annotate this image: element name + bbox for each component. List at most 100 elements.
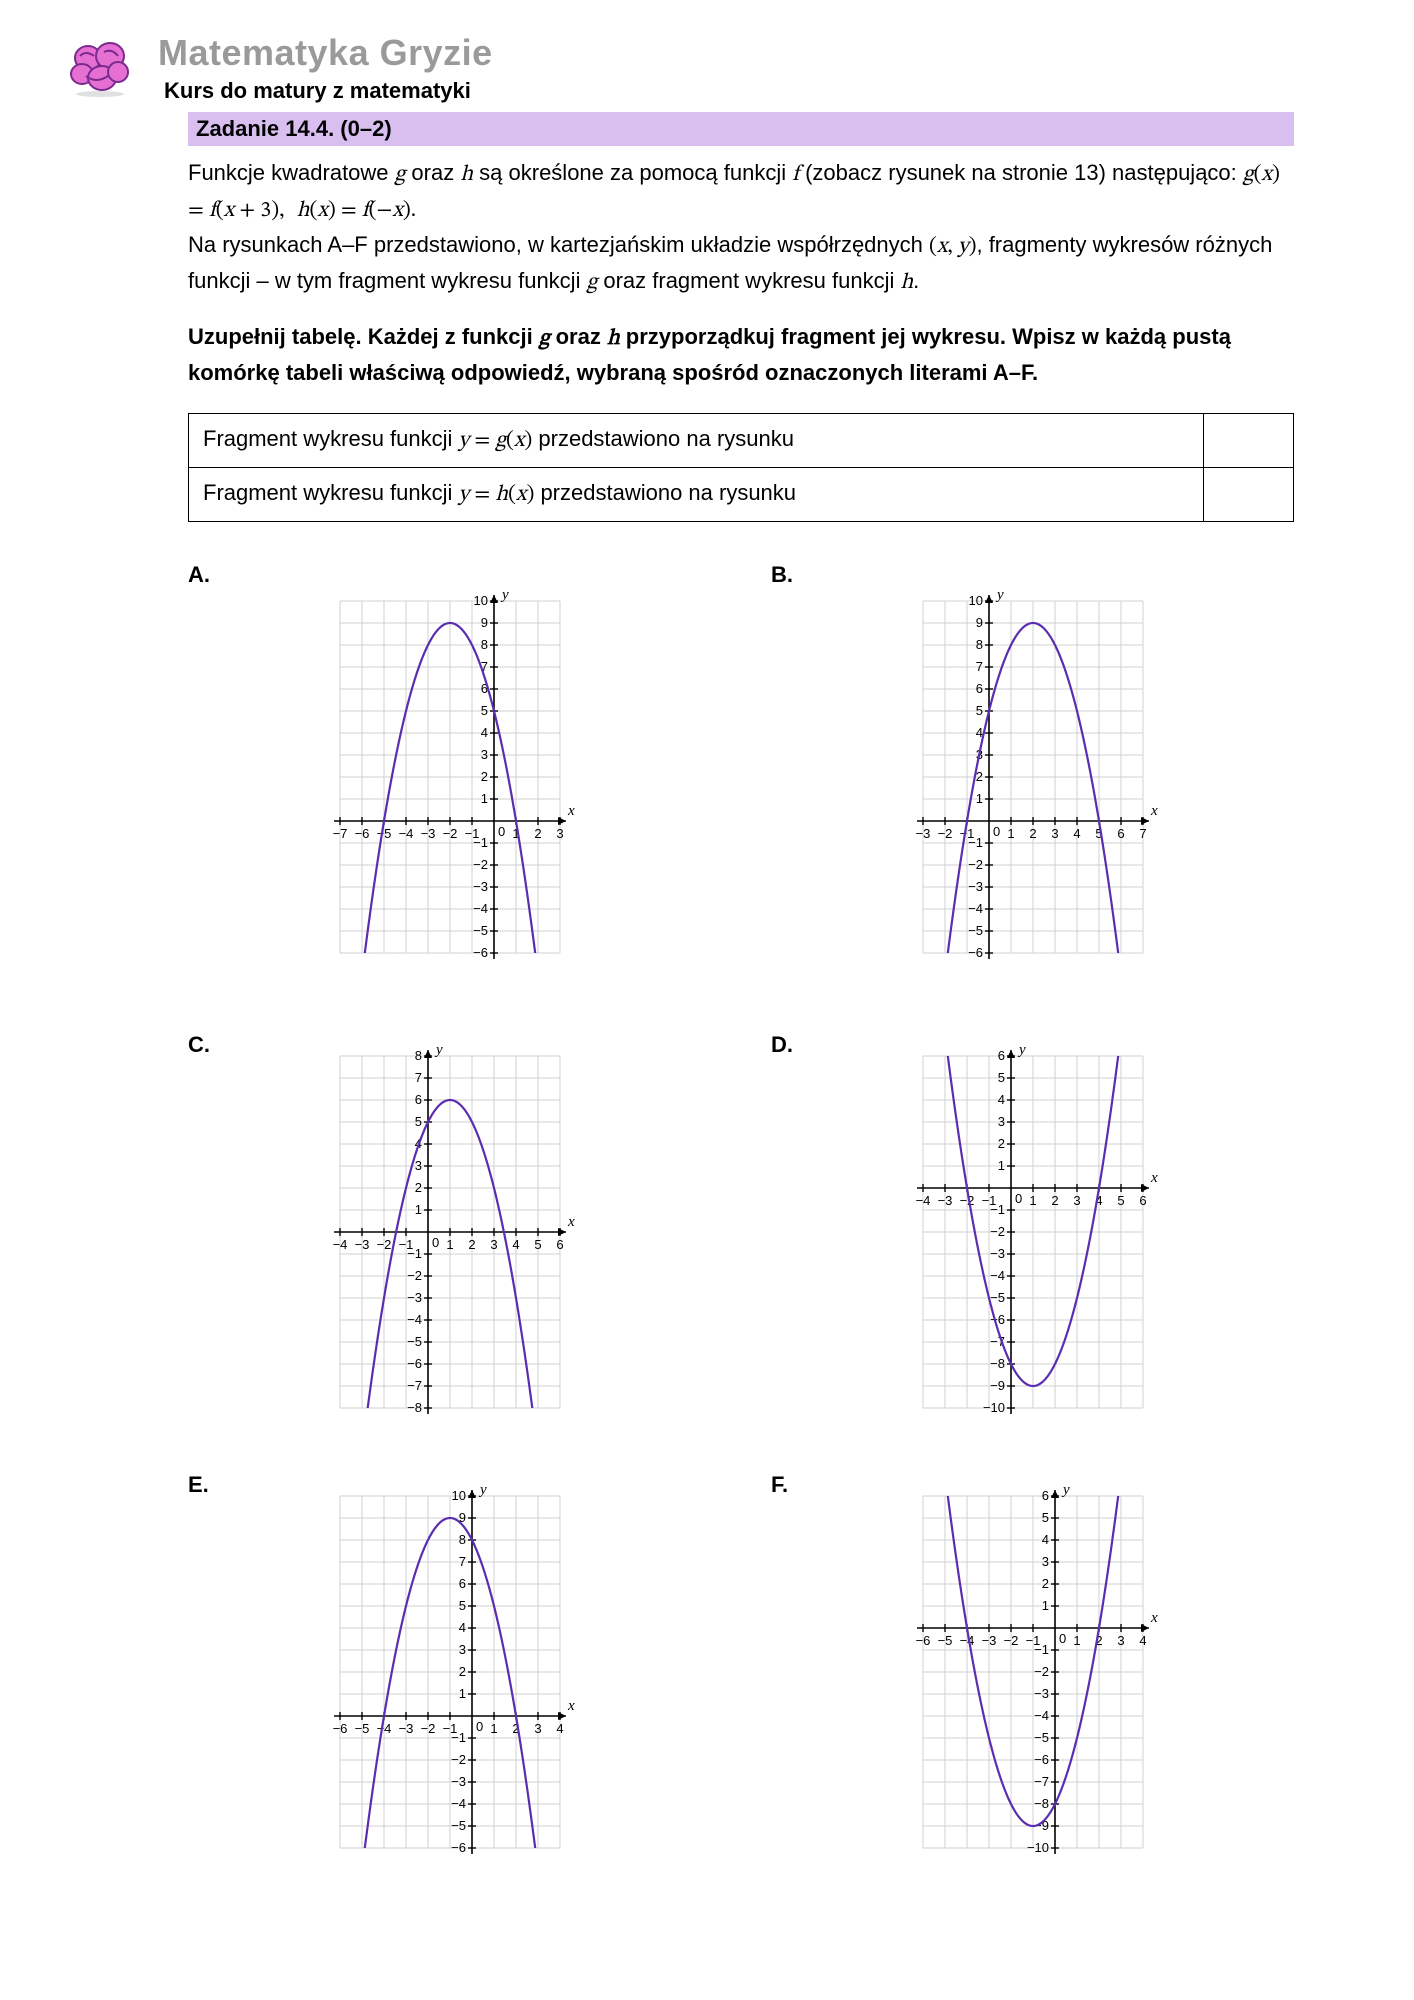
chart-label-C: C.	[188, 1032, 210, 1058]
svg-text:8: 8	[414, 1048, 421, 1063]
svg-text:7: 7	[414, 1070, 421, 1085]
row-1-answer[interactable]	[1204, 414, 1294, 468]
svg-text:5: 5	[997, 1070, 1004, 1085]
svg-text:−7: −7	[1034, 1774, 1049, 1789]
svg-text:−6: −6	[407, 1356, 422, 1371]
brain-icon	[60, 30, 140, 100]
svg-text:−2: −2	[959, 1193, 974, 1208]
svg-text:−4: −4	[332, 1237, 347, 1252]
svg-text:y: y	[478, 1482, 487, 1498]
svg-text:−5: −5	[1034, 1730, 1049, 1745]
svg-text:−3: −3	[354, 1237, 369, 1252]
page: Matematyka Gryzie Kurs do matury z matem…	[0, 0, 1414, 1932]
svg-text:−7: −7	[332, 826, 347, 841]
svg-text:y: y	[1061, 1482, 1070, 1498]
table-row: Fragment wykresu funkcji y = h(x) przeds…	[189, 468, 1294, 522]
svg-text:3: 3	[480, 747, 487, 762]
svg-text:−2: −2	[968, 857, 983, 872]
svg-text:−7: −7	[407, 1378, 422, 1393]
svg-text:−4: −4	[376, 1721, 391, 1736]
svg-text:2: 2	[468, 1237, 475, 1252]
chart-svg: yx0−6−5−4−3−2−11234−6−5−4−3−2−1123456789…	[280, 1472, 620, 1872]
svg-text:−4: −4	[473, 901, 488, 916]
svg-text:2: 2	[534, 826, 541, 841]
svg-text:7: 7	[458, 1554, 465, 1569]
svg-text:5: 5	[480, 703, 487, 718]
svg-text:−1: −1	[451, 1730, 466, 1745]
svg-text:−4: −4	[1034, 1708, 1049, 1723]
svg-text:6: 6	[458, 1576, 465, 1591]
svg-text:7: 7	[975, 659, 982, 674]
table-row: Fragment wykresu funkcji y = g(x) przeds…	[189, 414, 1294, 468]
svg-text:3: 3	[1117, 1633, 1124, 1648]
svg-text:−1: −1	[473, 835, 488, 850]
svg-text:0: 0	[993, 824, 1000, 839]
row-1-label: Fragment wykresu funkcji y = g(x) przeds…	[189, 414, 1204, 468]
text: .	[913, 268, 919, 293]
svg-text:0: 0	[498, 824, 505, 839]
svg-text:2: 2	[414, 1180, 421, 1195]
svg-text:5: 5	[534, 1237, 541, 1252]
header: Matematyka Gryzie Kurs do matury z matem…	[60, 30, 1354, 104]
svg-text:2: 2	[1051, 1193, 1058, 1208]
svg-text:8: 8	[458, 1532, 465, 1547]
svg-text:−3: −3	[1034, 1686, 1049, 1701]
svg-text:y: y	[434, 1042, 443, 1058]
svg-text:−8: −8	[407, 1400, 422, 1415]
svg-text:4: 4	[556, 1721, 563, 1736]
svg-text:−4: −4	[451, 1796, 466, 1811]
svg-text:−5: −5	[451, 1818, 466, 1833]
svg-text:x: x	[567, 1214, 575, 1230]
svg-text:3: 3	[1051, 826, 1058, 841]
content: Zadanie 14.4. (0–2) Funkcje kwadratowe g…	[188, 112, 1294, 1872]
svg-text:3: 3	[997, 1114, 1004, 1129]
svg-text:0: 0	[476, 1719, 483, 1734]
svg-text:8: 8	[480, 637, 487, 652]
text: oraz	[405, 160, 460, 185]
svg-text:2: 2	[458, 1664, 465, 1679]
svg-text:6: 6	[1117, 826, 1124, 841]
svg-text:0: 0	[432, 1235, 439, 1250]
svg-text:y: y	[500, 587, 509, 603]
chart-svg: yx0−6−5−4−3−2−11234−10−9−8−7−6−5−4−3−2−1…	[863, 1472, 1203, 1872]
svg-text:−2: −2	[451, 1752, 466, 1767]
svg-text:−1: −1	[407, 1246, 422, 1261]
svg-text:9: 9	[480, 615, 487, 630]
svg-text:5: 5	[975, 703, 982, 718]
svg-text:3: 3	[1073, 1193, 1080, 1208]
svg-text:−3: −3	[473, 879, 488, 894]
chart-svg: yx0−4−3−2−1123456−10−9−8−7−6−5−4−3−2−112…	[863, 1032, 1203, 1432]
svg-text:x: x	[1150, 803, 1158, 819]
svg-text:−10: −10	[982, 1400, 1004, 1415]
svg-text:x: x	[567, 1698, 575, 1714]
svg-text:0: 0	[1059, 1631, 1066, 1646]
svg-text:−3: −3	[407, 1290, 422, 1305]
chart-label-D: D.	[771, 1032, 793, 1058]
svg-text:1: 1	[414, 1202, 421, 1217]
svg-text:−3: −3	[990, 1246, 1005, 1261]
chart-D: D. yx0−4−3−2−1123456−10−9−8−7−6−5−4−3−2−…	[771, 1032, 1294, 1432]
text: Uzupełnij tabelę. Każdej z funkcji	[188, 324, 539, 349]
svg-text:4: 4	[512, 1237, 519, 1252]
svg-text:1: 1	[490, 1721, 497, 1736]
svg-text:x: x	[1150, 1610, 1158, 1626]
svg-text:−5: −5	[354, 1721, 369, 1736]
chart-F: F. yx0−6−5−4−3−2−11234−10−9−8−7−6−5−4−3−…	[771, 1472, 1294, 1872]
chart-label-A: A.	[188, 562, 210, 588]
svg-text:2: 2	[997, 1136, 1004, 1151]
svg-text:1: 1	[458, 1686, 465, 1701]
svg-text:4: 4	[997, 1092, 1004, 1107]
svg-text:−4: −4	[968, 901, 983, 916]
text: Na rysunkach A–F przedstawiono, w kartez…	[188, 232, 929, 257]
svg-text:4: 4	[1041, 1532, 1048, 1547]
svg-text:−1: −1	[968, 835, 983, 850]
svg-text:y: y	[995, 587, 1004, 603]
svg-text:6: 6	[414, 1092, 421, 1107]
task-bar: Zadanie 14.4. (0–2)	[188, 112, 1294, 146]
svg-text:−3: −3	[451, 1774, 466, 1789]
svg-text:6: 6	[1041, 1488, 1048, 1503]
row-2-answer[interactable]	[1204, 468, 1294, 522]
svg-text:−4: −4	[990, 1268, 1005, 1283]
svg-text:4: 4	[1073, 826, 1080, 841]
svg-text:1: 1	[997, 1158, 1004, 1173]
